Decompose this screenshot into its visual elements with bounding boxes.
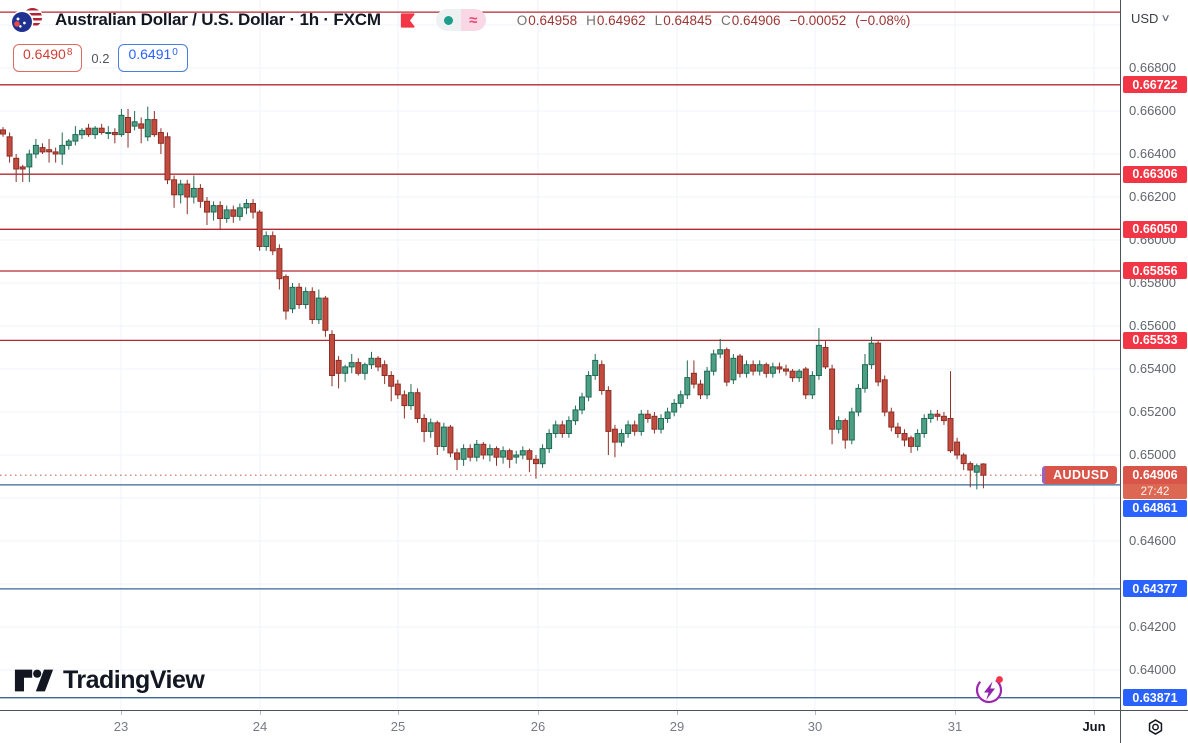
time-axis-tick bbox=[1094, 711, 1095, 715]
buy-price: 0.6491 bbox=[128, 46, 172, 62]
quick-action-spark-button[interactable] bbox=[973, 672, 1007, 706]
price-axis-label: 0.66600 bbox=[1129, 103, 1176, 118]
symbol-title[interactable]: Australian Dollar / U.S. Dollar · 1h · F… bbox=[55, 10, 381, 29]
open-label: O bbox=[516, 12, 528, 28]
time-axis-label: 29 bbox=[669, 719, 685, 734]
price-axis-label: 0.65000 bbox=[1129, 447, 1176, 462]
close-value: 0.64906 bbox=[731, 12, 781, 28]
currency-label: USD bbox=[1131, 11, 1159, 26]
price-axis-label: 0.66800 bbox=[1129, 60, 1176, 75]
price-axis-label: 0.64600 bbox=[1129, 533, 1176, 548]
time-axis-label: 30 bbox=[807, 719, 823, 734]
bid-ask-boxes: 0.6490 8 0.2 0.6491 0 bbox=[13, 44, 188, 72]
time-axis-label: Jun bbox=[1082, 719, 1106, 734]
low-value: 0.64845 bbox=[663, 12, 712, 28]
time-axis[interactable]: 23 24 25 26 29 30 31 Jun bbox=[0, 710, 1120, 743]
au-flag-icon bbox=[12, 12, 32, 32]
buy-price-pip: 0 bbox=[172, 47, 178, 58]
support-price-badge: 0.64861 bbox=[1123, 499, 1187, 517]
resistance-price-badge: 0.65856 bbox=[1123, 262, 1187, 280]
currency-selector[interactable]: USD ∨ bbox=[1131, 11, 1172, 26]
price-axis-label: 0.64000 bbox=[1129, 662, 1176, 677]
price-axis-label: 0.65200 bbox=[1129, 404, 1176, 419]
chevron-down-icon: ∨ bbox=[1160, 13, 1172, 24]
current-price-badge: 0.64906 bbox=[1123, 466, 1187, 485]
price-axis-label: 0.66200 bbox=[1129, 189, 1176, 204]
tradingview-wordmark: TradingView bbox=[63, 666, 205, 694]
sell-price: 0.6490 bbox=[23, 46, 66, 62]
price-axis-label: 0.66400 bbox=[1129, 146, 1176, 161]
support-price-badge: 0.63871 bbox=[1123, 689, 1187, 707]
tradingview-logo[interactable]: TradingView bbox=[14, 666, 205, 695]
time-axis-tick bbox=[398, 711, 399, 715]
high-value: 0.64962 bbox=[596, 12, 646, 28]
price-axis[interactable]: USD ∨ 0.66800 0.66600 0.66400 0.66200 0.6600… bbox=[1120, 0, 1188, 710]
resistance-price-badge: 0.66306 bbox=[1123, 165, 1187, 183]
time-axis-label: 23 bbox=[113, 719, 129, 734]
time-axis-tick bbox=[815, 711, 816, 715]
teal-dot-icon bbox=[443, 15, 453, 25]
time-axis-tick bbox=[121, 711, 122, 715]
time-axis-tick bbox=[677, 711, 678, 715]
gear-hex-icon bbox=[1148, 719, 1162, 735]
time-axis-tick bbox=[955, 711, 956, 715]
red-flag-bookmark-icon[interactable] bbox=[398, 11, 417, 30]
sell-price-box[interactable]: 0.6490 8 bbox=[13, 44, 83, 72]
au-us-flag-pair-icon bbox=[12, 8, 42, 32]
resistance-price-badge: 0.66722 bbox=[1123, 76, 1187, 94]
change-value: −0.00052 bbox=[789, 12, 847, 28]
low-label: L bbox=[654, 12, 663, 28]
time-axis-label: 31 bbox=[947, 719, 963, 734]
approx-icon: ≈ bbox=[460, 9, 486, 31]
time-axis-label: 26 bbox=[530, 719, 546, 734]
price-line-symbol-label[interactable]: AUDUSD bbox=[1042, 466, 1117, 484]
price-axis-label: 0.64200 bbox=[1129, 619, 1176, 634]
time-axis-tick bbox=[538, 711, 539, 715]
close-label: C bbox=[721, 12, 731, 28]
ohlc-readout: O0.64958 H0.64962 L0.64845 C0.64906 −0.0… bbox=[517, 13, 911, 28]
time-axis-label: 25 bbox=[390, 719, 406, 734]
spark-circle-icon bbox=[975, 676, 1003, 704]
spread-value: 0.2 bbox=[91, 50, 110, 66]
price-axis-label: 0.65400 bbox=[1129, 361, 1176, 376]
support-price-badge: 0.64377 bbox=[1123, 580, 1187, 598]
sell-price-pip: 8 bbox=[66, 47, 73, 58]
high-label: H bbox=[586, 12, 596, 28]
open-value: 0.64958 bbox=[528, 12, 578, 28]
resistance-price-badge: 0.66050 bbox=[1123, 220, 1187, 238]
candlestick-chart[interactable] bbox=[0, 0, 1120, 710]
resistance-price-badge: 0.65533 bbox=[1123, 331, 1187, 349]
sentiment-pill[interactable]: ≈ bbox=[435, 9, 486, 31]
time-axis-label: 24 bbox=[252, 719, 268, 734]
buy-price-box[interactable]: 0.6491 0 bbox=[118, 44, 188, 72]
tradingview-mark-icon bbox=[14, 669, 54, 692]
price-axis-label: 0.65600 bbox=[1129, 318, 1176, 333]
bar-countdown: 27:42 bbox=[1123, 484, 1187, 500]
time-axis-tick bbox=[260, 711, 261, 715]
price-scale-settings-button[interactable] bbox=[1120, 710, 1188, 743]
chart-toolbar: Australian Dollar / U.S. Dollar · 1h · F… bbox=[0, 0, 1122, 40]
change-percent: (−0.08%) bbox=[855, 12, 911, 28]
